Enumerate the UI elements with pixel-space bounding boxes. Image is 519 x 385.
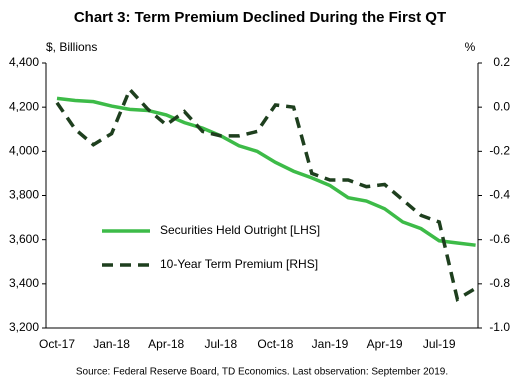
y2-tick-label: -0.2 (489, 144, 510, 158)
x-tick-label: Oct-17 (39, 337, 75, 351)
y2-tick-label: 0.2 (493, 55, 510, 69)
x-tick-label: Apr-18 (148, 337, 184, 351)
y-tick-label: 3,600 (9, 232, 39, 246)
legend-label: Securities Held Outright [LHS] (160, 223, 320, 237)
series-line (55, 86, 477, 303)
legend-label: 10-Year Term Premium [RHS] (160, 257, 318, 271)
y2-tick-label: -1.0 (489, 320, 510, 334)
x-tick-label: Oct-18 (257, 337, 293, 351)
y-tick-label: 4,200 (9, 99, 39, 113)
x-tick-label: Jan-19 (312, 337, 349, 351)
x-tick-label: Jul-18 (204, 337, 237, 351)
y2-tick-label: -0.8 (489, 276, 510, 290)
chart-title: Chart 3: Term Premium Declined During th… (74, 9, 446, 26)
y-axis-label: $, Billions (46, 40, 97, 54)
y2-axis-label: % (465, 40, 476, 54)
x-tick-label: Apr-19 (367, 337, 403, 351)
y2-tick-label: -0.4 (489, 188, 510, 202)
x-tick-label: Jul-19 (423, 337, 456, 351)
y2-tick-label: 0.0 (493, 99, 510, 113)
y-tick-label: 4,400 (9, 55, 39, 69)
series-line (56, 96, 476, 247)
y-tick-label: 3,400 (9, 276, 39, 290)
y-tick-label: 3,800 (9, 188, 39, 202)
source-note: Source: Federal Reserve Board, TD Econom… (76, 367, 448, 378)
x-tick-label: Jan-18 (93, 337, 130, 351)
y-tick-label: 4,000 (9, 144, 39, 158)
y2-tick-label: -0.6 (489, 232, 510, 246)
y-tick-label: 3,200 (9, 320, 39, 334)
